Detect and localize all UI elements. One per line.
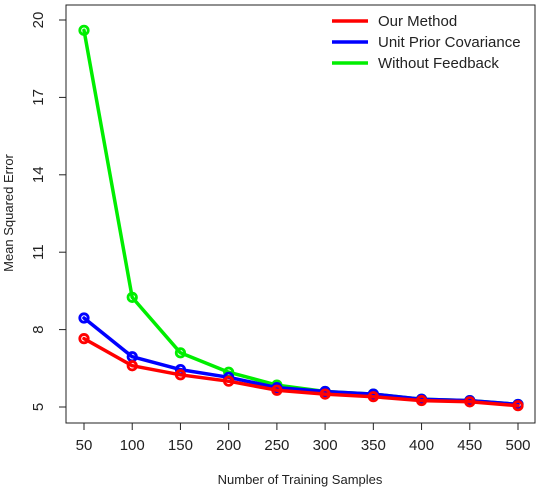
data-point	[78, 312, 90, 324]
data-point	[464, 396, 476, 408]
y-axis: 5 8 11 14 17 20	[30, 12, 67, 411]
series-line	[82, 28, 520, 407]
y-tick-label: 8	[30, 325, 47, 333]
y-axis-title: Mean Squared Error	[1, 153, 16, 271]
data-point	[78, 333, 90, 345]
x-tick-label: 100	[120, 437, 145, 454]
y-tick-label: 5	[30, 403, 47, 411]
series-line	[82, 336, 520, 408]
y-tick-label: 17	[30, 89, 47, 106]
series-without-feedback	[78, 24, 524, 411]
legend-label: Our Method	[378, 13, 457, 30]
y-tick-label: 14	[30, 166, 47, 183]
legend-label: Without Feedback	[378, 55, 499, 72]
data-point	[126, 360, 138, 372]
x-tick-label: 450	[457, 437, 482, 454]
data-point	[415, 394, 428, 407]
data-point	[319, 388, 331, 400]
data-point	[223, 375, 235, 387]
y-tick-label: 11	[30, 244, 47, 260]
series-layer	[78, 24, 524, 412]
data-point	[367, 391, 379, 403]
x-axis: 50 100 150 200 250 300 350 400 450 500	[76, 422, 531, 454]
x-tick-label: 400	[409, 437, 434, 454]
data-point	[174, 347, 187, 359]
x-tick-label: 350	[361, 437, 386, 454]
series-unit-prior-covariance	[78, 312, 524, 411]
x-tick-label: 250	[264, 437, 289, 454]
legend-label: Unit Prior Covariance	[378, 34, 521, 51]
x-tick-label: 300	[313, 437, 338, 454]
y-tick-label: 20	[30, 12, 47, 29]
x-tick-label: 200	[216, 437, 241, 454]
legend: Our Method Unit Prior Covariance Without F…	[332, 13, 521, 72]
data-point	[174, 369, 187, 381]
data-point	[512, 400, 524, 412]
series-our-method	[78, 333, 524, 412]
data-point	[78, 24, 90, 36]
data-point	[126, 291, 138, 303]
x-tick-label: 500	[505, 437, 530, 454]
x-tick-label: 150	[168, 437, 193, 454]
data-point	[271, 384, 283, 396]
x-tick-label: 50	[76, 437, 93, 454]
x-axis-title: Number of Training Samples	[218, 472, 383, 487]
